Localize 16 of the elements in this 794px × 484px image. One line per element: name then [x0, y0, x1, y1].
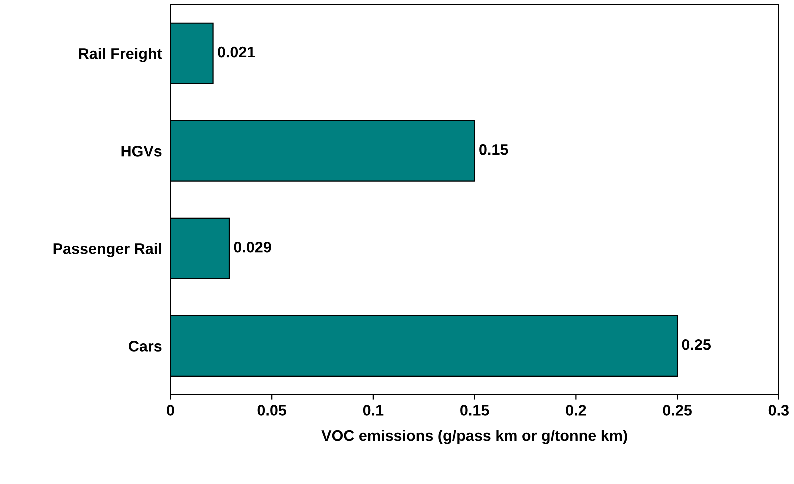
y-tick-label: HGVs: [122, 146, 162, 157]
data-label: 0.021: [218, 46, 256, 58]
y-tick-label: Passenger Rail: [54, 243, 162, 258]
y-tick-label: Cars: [129, 341, 162, 352]
y-tick-label: Rail Freight: [79, 48, 162, 62]
x-axis-title: VOC emissions (g/pass km or g/tonne km): [322, 430, 628, 444]
x-tick-label: 0: [167, 405, 174, 416]
x-tick-label: 0.1: [363, 405, 384, 416]
data-label: 0.25: [682, 339, 712, 350]
x-tick-label: 0.2: [566, 405, 586, 416]
data-label: 0.15: [480, 144, 508, 156]
data-label: 0.029: [234, 242, 272, 253]
x-tick-label: 0.05: [258, 405, 287, 416]
x-tick-label: 0.15: [460, 405, 490, 416]
x-tick-label: 0.25: [663, 405, 692, 416]
x-tick-label: 0.3: [768, 405, 789, 416]
